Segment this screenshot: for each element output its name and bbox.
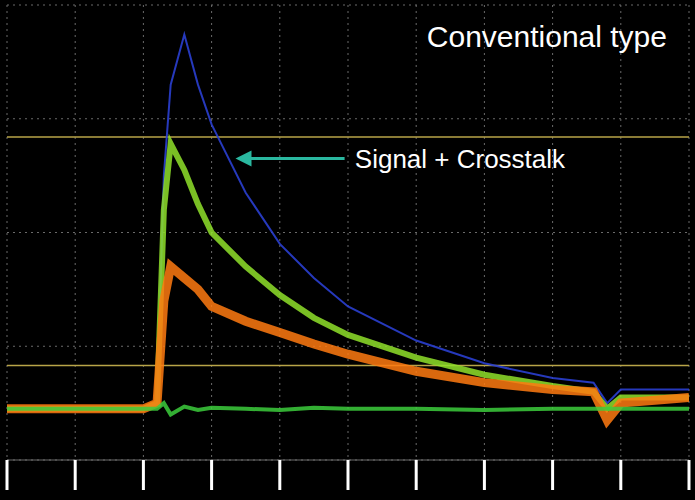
svg-text:Signal + Crosstalk: Signal + Crosstalk (355, 144, 566, 174)
html-text:Conventional type: Conventional type (426, 20, 667, 53)
